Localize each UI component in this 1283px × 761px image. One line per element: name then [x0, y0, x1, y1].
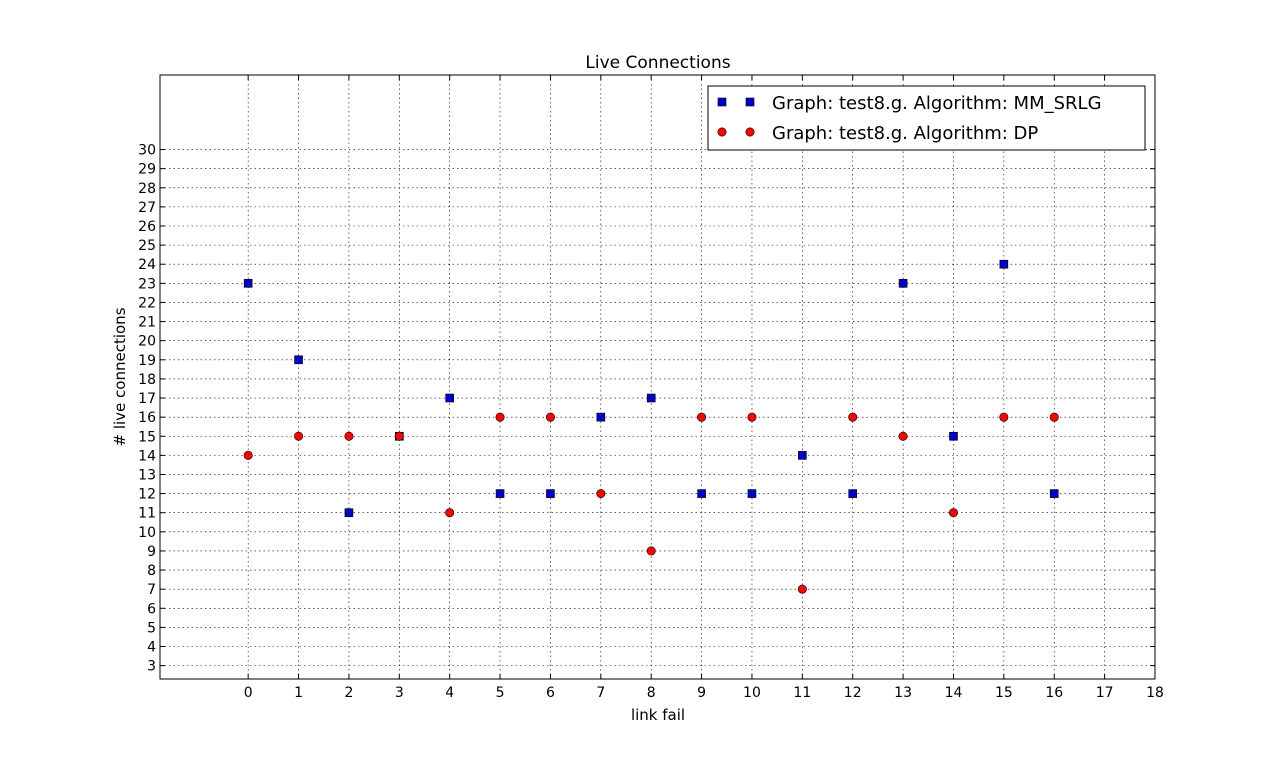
point-dp	[697, 412, 707, 422]
grid-lines	[160, 75, 1156, 679]
y-tick-label: 29	[138, 162, 156, 178]
y-tick-label: 24	[138, 257, 156, 273]
x-tick-label: 1	[294, 685, 303, 701]
y-tick-label: 25	[138, 238, 156, 254]
point-mm-srlg	[798, 451, 807, 460]
y-tick-label: 30	[138, 143, 156, 159]
legend-label-mm-srlg: Graph: test8.g. Algorithm: MM_SRLG	[772, 93, 1102, 114]
point-dp	[747, 412, 757, 422]
y-tick-label: 23	[138, 276, 156, 292]
x-tick-label: 4	[445, 685, 454, 701]
legend-label-dp: Graph: test8.g. Algorithm: DP	[772, 123, 1038, 144]
point-dp	[344, 431, 354, 441]
point-mm-srlg	[546, 489, 555, 498]
point-dp	[848, 412, 858, 422]
y-tick-label: 9	[147, 544, 156, 560]
point-mm-srlg	[596, 412, 606, 422]
point-mm-srlg	[949, 431, 958, 441]
y-tick-label: 28	[138, 181, 156, 197]
x-tick-label: 14	[945, 685, 963, 701]
point-mm-srlg	[999, 259, 1009, 269]
y-tick-label: 4	[147, 640, 156, 656]
x-tick-label: 11	[793, 685, 811, 701]
x-tick-label: 3	[395, 685, 404, 701]
point-dp	[898, 431, 908, 441]
point-dp	[294, 431, 304, 441]
point-mm-srlg	[646, 393, 656, 403]
y-tick-label: 10	[138, 525, 156, 541]
legend: Graph: test8.g. Algorithm: MM_SRLG Graph:…	[707, 85, 1146, 151]
point-dp	[797, 584, 807, 594]
y-tick-label: 20	[138, 334, 156, 350]
y-tick-label: 21	[138, 315, 156, 331]
x-tick-label: 18	[1146, 685, 1164, 701]
y-tick-label: 17	[138, 391, 156, 407]
point-dp	[1049, 412, 1059, 422]
point-mm-srlg	[747, 489, 757, 498]
plot-area	[159, 74, 1156, 680]
y-axis-label: # live connections	[111, 307, 129, 446]
x-tick-label: 10	[743, 685, 761, 701]
y-tick-label: 12	[138, 487, 156, 503]
point-mm-srlg	[495, 489, 505, 498]
x-tick-label: 2	[344, 685, 353, 701]
y-tick-labels: 3 4 5 6 7 8 9 10 11 12 13 14 15 16 17 18 19 20 21 22 23 24 25 2…	[138, 143, 156, 675]
x-tick-label: 5	[496, 685, 505, 701]
x-tick-labels: 0 1 2 3 4 5 6 7 8 9 10 11 12 13 14 15 16 17 18	[244, 685, 1164, 701]
y-tick-label: 6	[147, 601, 156, 617]
chart-title: Live Connections	[585, 53, 730, 73]
y-tick-label: 18	[138, 372, 156, 388]
point-mm-srlg	[1049, 489, 1059, 498]
legend-box	[707, 85, 1146, 151]
point-dp	[545, 412, 555, 422]
axis-ticks	[160, 75, 1156, 679]
x-tick-label: 13	[894, 685, 912, 701]
y-tick-label: 13	[138, 467, 156, 483]
x-tick-label: 9	[697, 685, 706, 701]
y-tick-label: 15	[138, 429, 156, 445]
x-tick-label: 17	[1096, 685, 1114, 701]
y-tick-label: 22	[138, 295, 156, 311]
y-tick-label: 19	[138, 353, 156, 369]
y-tick-label: 3	[147, 659, 156, 675]
point-dp	[394, 431, 404, 441]
y-tick-label: 26	[138, 219, 156, 235]
point-mm-srlg	[445, 393, 454, 403]
point-dp	[999, 412, 1009, 422]
y-tick-label: 27	[138, 200, 156, 216]
legend-marker-mm-srlg	[745, 97, 755, 107]
point-dp	[596, 489, 606, 499]
x-tick-label: 6	[546, 685, 555, 701]
y-tick-label: 5	[147, 620, 156, 636]
point-mm-srlg	[344, 508, 354, 518]
x-tick-label: 12	[844, 685, 862, 701]
legend-marker-mm-srlg	[717, 97, 727, 107]
point-dp	[646, 546, 656, 556]
y-tick-label: 7	[147, 582, 156, 598]
point-dp	[243, 450, 253, 460]
x-tick-label: 7	[596, 685, 605, 701]
x-tick-label: 0	[244, 685, 253, 701]
point-mm-srlg	[243, 279, 253, 288]
point-dp	[495, 412, 505, 422]
y-tick-label: 8	[147, 563, 156, 579]
legend-marker-dp	[717, 127, 727, 137]
point-mm-srlg	[898, 279, 908, 288]
x-tick-label: 8	[647, 685, 656, 701]
legend-marker-dp	[745, 127, 755, 137]
point-dp	[445, 508, 455, 518]
y-tick-label: 16	[138, 410, 156, 426]
y-tick-label: 11	[138, 506, 156, 522]
x-axis-label: link fail	[631, 706, 685, 724]
point-mm-srlg	[294, 355, 303, 365]
x-tick-label: 16	[1045, 685, 1063, 701]
point-mm-srlg	[697, 489, 706, 498]
point-mm-srlg	[848, 489, 858, 498]
y-tick-label: 14	[138, 448, 156, 464]
x-tick-label: 15	[995, 685, 1013, 701]
point-dp	[948, 508, 958, 518]
data-points	[243, 259, 1059, 594]
